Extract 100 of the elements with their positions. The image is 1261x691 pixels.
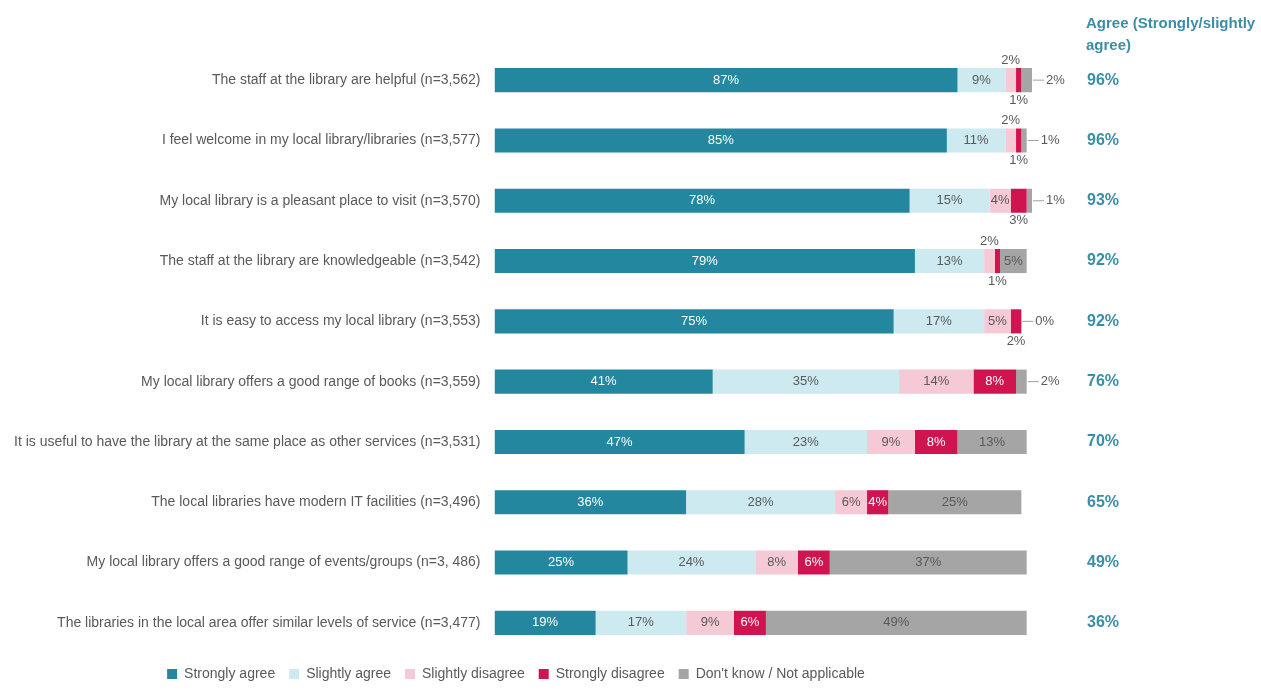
data-label: 24% xyxy=(678,554,705,570)
bar xyxy=(494,429,745,455)
data-label: 4% xyxy=(990,192,1010,208)
y-tick-label: It is useful to have the library at the same place as other services (n=3,531) xyxy=(13,432,481,449)
bar xyxy=(957,68,1006,93)
data-label: 3% xyxy=(1009,212,1029,228)
data-label: 9% xyxy=(700,614,720,630)
bar xyxy=(494,128,947,153)
data-label: 47% xyxy=(606,433,634,449)
bar xyxy=(755,550,798,575)
text: 92% xyxy=(1086,251,1120,269)
bar xyxy=(1005,128,1017,153)
data-label: 1% xyxy=(1009,152,1029,168)
data-label: 14% xyxy=(923,373,950,389)
bar xyxy=(893,309,985,334)
bar xyxy=(494,248,915,274)
bar xyxy=(595,610,687,635)
bar xyxy=(1016,128,1022,153)
bar xyxy=(744,429,868,455)
data-label: 25% xyxy=(548,554,575,570)
y-tick-label: I feel welcome in my local library/libraries (n=3,577) xyxy=(161,131,481,148)
data-label: 6% xyxy=(804,554,824,570)
data-label: 1% xyxy=(1009,91,1029,107)
data-label: 1% xyxy=(988,272,1008,288)
text: 49% xyxy=(1086,552,1120,570)
bar xyxy=(909,188,990,213)
bar xyxy=(494,188,910,213)
data-label: 5% xyxy=(988,312,1008,328)
data-label: 2% xyxy=(980,232,1000,248)
data-label: 2% xyxy=(1040,373,1060,389)
legend-label: Don't know / Not applicable xyxy=(695,664,866,681)
data-label: 13% xyxy=(936,252,963,268)
legend-label: Strongly agree xyxy=(184,664,276,681)
bar xyxy=(627,550,756,575)
bar xyxy=(494,490,687,515)
bar xyxy=(494,309,894,334)
text: 96% xyxy=(1086,70,1120,88)
data-label: 2% xyxy=(1001,111,1021,127)
bar xyxy=(494,550,628,575)
y-tick-label: My local library is a pleasant place to visit (n=3,570) xyxy=(159,191,481,208)
bar xyxy=(712,369,899,394)
bar xyxy=(898,369,974,394)
text: Agree (Strongly/slightly agree) xyxy=(1086,13,1257,55)
data-label: 8% xyxy=(926,433,947,449)
data-label: 19% xyxy=(532,614,559,630)
bar xyxy=(867,429,915,455)
text: 65% xyxy=(1086,492,1120,510)
legend-label: Slightly agree xyxy=(306,664,392,681)
bar xyxy=(914,248,985,274)
y-tick-label: The local libraries have modern IT facilities (n=3,496) xyxy=(151,493,481,510)
bar xyxy=(494,68,958,93)
bar xyxy=(888,490,1022,515)
y-tick-label: The staff at the library are helpful (n=3,562) xyxy=(211,71,481,88)
bar xyxy=(1016,68,1022,93)
data-label: 1% xyxy=(1046,192,1066,208)
data-label: 2% xyxy=(1006,332,1026,348)
bar xyxy=(494,369,713,394)
data-label: 37% xyxy=(915,554,942,570)
y-tick-label: The staff at the library are knowledgeable (n=3,542) xyxy=(159,251,481,268)
data-label: 23% xyxy=(792,433,820,449)
data-label: 87% xyxy=(712,71,740,87)
data-label: 79% xyxy=(691,252,719,268)
data-label: 49% xyxy=(883,614,910,630)
data-label: 15% xyxy=(936,192,963,208)
text: 36% xyxy=(1086,613,1120,631)
bar xyxy=(946,128,1006,153)
data-label: 6% xyxy=(841,493,861,509)
data-label: 17% xyxy=(925,312,953,328)
data-label: 28% xyxy=(747,493,775,509)
data-label: 8% xyxy=(985,373,1005,389)
y-tick-label: My local library offers a good range of events/groups (n=3, 486) xyxy=(86,553,481,570)
data-label: 2% xyxy=(1046,71,1066,87)
bar xyxy=(686,490,836,515)
data-label: 8% xyxy=(767,554,787,570)
bar xyxy=(829,550,1027,575)
text: 76% xyxy=(1086,372,1120,390)
data-label: 1% xyxy=(1040,132,1060,148)
text: 93% xyxy=(1086,191,1120,209)
text: 92% xyxy=(1086,311,1120,329)
data-label: 2% xyxy=(1001,51,1021,67)
data-label: 0% xyxy=(1035,312,1055,328)
bar xyxy=(984,248,995,274)
data-label: 35% xyxy=(792,373,820,389)
data-label: 6% xyxy=(740,614,760,630)
bar xyxy=(686,610,734,635)
y-tick-label: It is easy to access my local library (n=3,553) xyxy=(200,312,481,329)
data-label: 41% xyxy=(590,373,618,389)
data-label: 5% xyxy=(1003,252,1024,268)
bar xyxy=(1010,188,1027,213)
data-label: 25% xyxy=(941,493,969,509)
bar xyxy=(1010,309,1022,334)
text: 96% xyxy=(1086,130,1120,148)
data-label: 9% xyxy=(881,433,901,449)
legend-label: Slightly disagree xyxy=(422,664,525,681)
bar xyxy=(765,610,1027,635)
data-label: 75% xyxy=(681,312,708,328)
data-label: 85% xyxy=(707,132,735,148)
legend-label: Strongly disagree xyxy=(555,664,665,681)
data-label: 78% xyxy=(689,192,716,208)
data-label: 9% xyxy=(972,71,992,87)
